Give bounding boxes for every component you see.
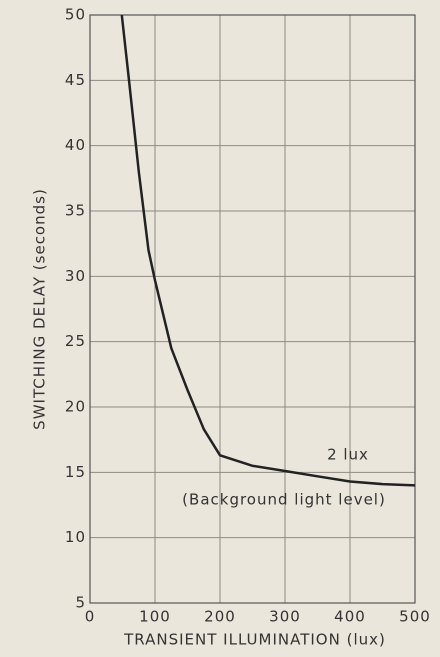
data-line [120, 14, 416, 487]
y-tick-label: 25 [65, 332, 86, 350]
y-tick-label: 10 [65, 528, 86, 546]
y-tick-label: 5 [75, 594, 86, 612]
x-tick-label: 500 [399, 608, 431, 626]
x-tick-label: 0 [85, 608, 96, 626]
x-axis-label: TRANSIENT ILLUMINATION (lux) [123, 631, 386, 649]
y-tick-label: 15 [65, 463, 86, 481]
y-tick-label: 40 [65, 136, 86, 154]
y-tick-label: 20 [65, 398, 86, 416]
x-tick-label: 400 [334, 608, 366, 626]
y-axis-label: SWITCHING DELAY (seconds) [31, 188, 49, 430]
y-tick-label: 45 [65, 71, 86, 89]
y-tick-label: 35 [65, 202, 86, 220]
y-tick-label: 50 [65, 6, 86, 24]
x-tick-label: 200 [204, 608, 236, 626]
x-tick-label: 100 [139, 608, 171, 626]
annotation: (Background light level) [182, 491, 386, 509]
plot-frame [89, 14, 416, 604]
x-tick-label: 300 [269, 608, 301, 626]
y-tick-label: 30 [65, 267, 86, 285]
annotation: 2 lux [327, 446, 369, 464]
